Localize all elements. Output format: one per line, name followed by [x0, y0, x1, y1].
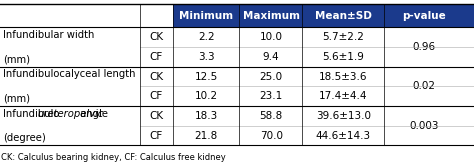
Text: CF: CF	[150, 52, 163, 62]
Text: 12.5: 12.5	[194, 72, 218, 82]
Text: 0.003: 0.003	[410, 121, 439, 131]
Text: 0.02: 0.02	[413, 82, 436, 91]
Text: 10.2: 10.2	[195, 91, 218, 101]
Text: CK: CK	[149, 111, 164, 121]
Text: 9.4: 9.4	[263, 52, 280, 62]
Bar	[0, 28, 474, 47]
Text: 0.96: 0.96	[413, 42, 436, 52]
Text: CF: CF	[150, 91, 163, 101]
Text: 5.6±1.9: 5.6±1.9	[322, 52, 364, 62]
Text: 18.5±3.6: 18.5±3.6	[319, 72, 367, 82]
Text: Maximum: Maximum	[243, 11, 300, 21]
Text: 10.0: 10.0	[260, 32, 283, 42]
Bar	[0, 67, 474, 86]
Text: Infundibulo: Infundibulo	[3, 109, 60, 119]
Text: Minimum: Minimum	[179, 11, 233, 21]
Text: 58.8: 58.8	[259, 111, 283, 121]
Text: CK: Calculus bearing kidney, CF: Calculus free kidney: CK: Calculus bearing kidney, CF: Calculu…	[1, 153, 226, 162]
Text: Infundibular width: Infundibular width	[3, 30, 95, 40]
Bar	[302, 4, 384, 28]
Text: 17.4±4.4: 17.4±4.4	[319, 91, 367, 101]
Text: (mm): (mm)	[3, 54, 30, 64]
Text: 44.6±14.3: 44.6±14.3	[316, 131, 371, 141]
Bar	[0, 86, 474, 106]
Text: angle: angle	[77, 109, 108, 119]
Text: 23.1: 23.1	[259, 91, 283, 101]
Text: CK: CK	[149, 32, 164, 42]
Text: (degree): (degree)	[3, 133, 46, 143]
Text: (mm): (mm)	[3, 94, 30, 104]
Text: 18.3: 18.3	[194, 111, 218, 121]
Text: 2.2: 2.2	[198, 32, 215, 42]
Text: 39.6±13.0: 39.6±13.0	[316, 111, 371, 121]
Text: 3.3: 3.3	[198, 52, 215, 62]
Text: CF: CF	[150, 131, 163, 141]
Bar	[384, 4, 474, 28]
Text: ureteropelvic: ureteropelvic	[38, 109, 104, 119]
Text: 5.7±2.2: 5.7±2.2	[322, 32, 364, 42]
Text: Mean±SD: Mean±SD	[315, 11, 372, 21]
Text: 70.0: 70.0	[260, 131, 283, 141]
Bar	[173, 4, 239, 28]
Bar	[0, 126, 474, 145]
Text: Infundibulocalyceal length: Infundibulocalyceal length	[3, 69, 136, 79]
Text: 25.0: 25.0	[260, 72, 283, 82]
Text: CK: CK	[149, 72, 164, 82]
Bar	[239, 4, 302, 28]
Text: 21.8: 21.8	[194, 131, 218, 141]
Bar	[0, 106, 474, 126]
Bar	[0, 47, 474, 67]
Text: p-value: p-value	[402, 11, 446, 21]
